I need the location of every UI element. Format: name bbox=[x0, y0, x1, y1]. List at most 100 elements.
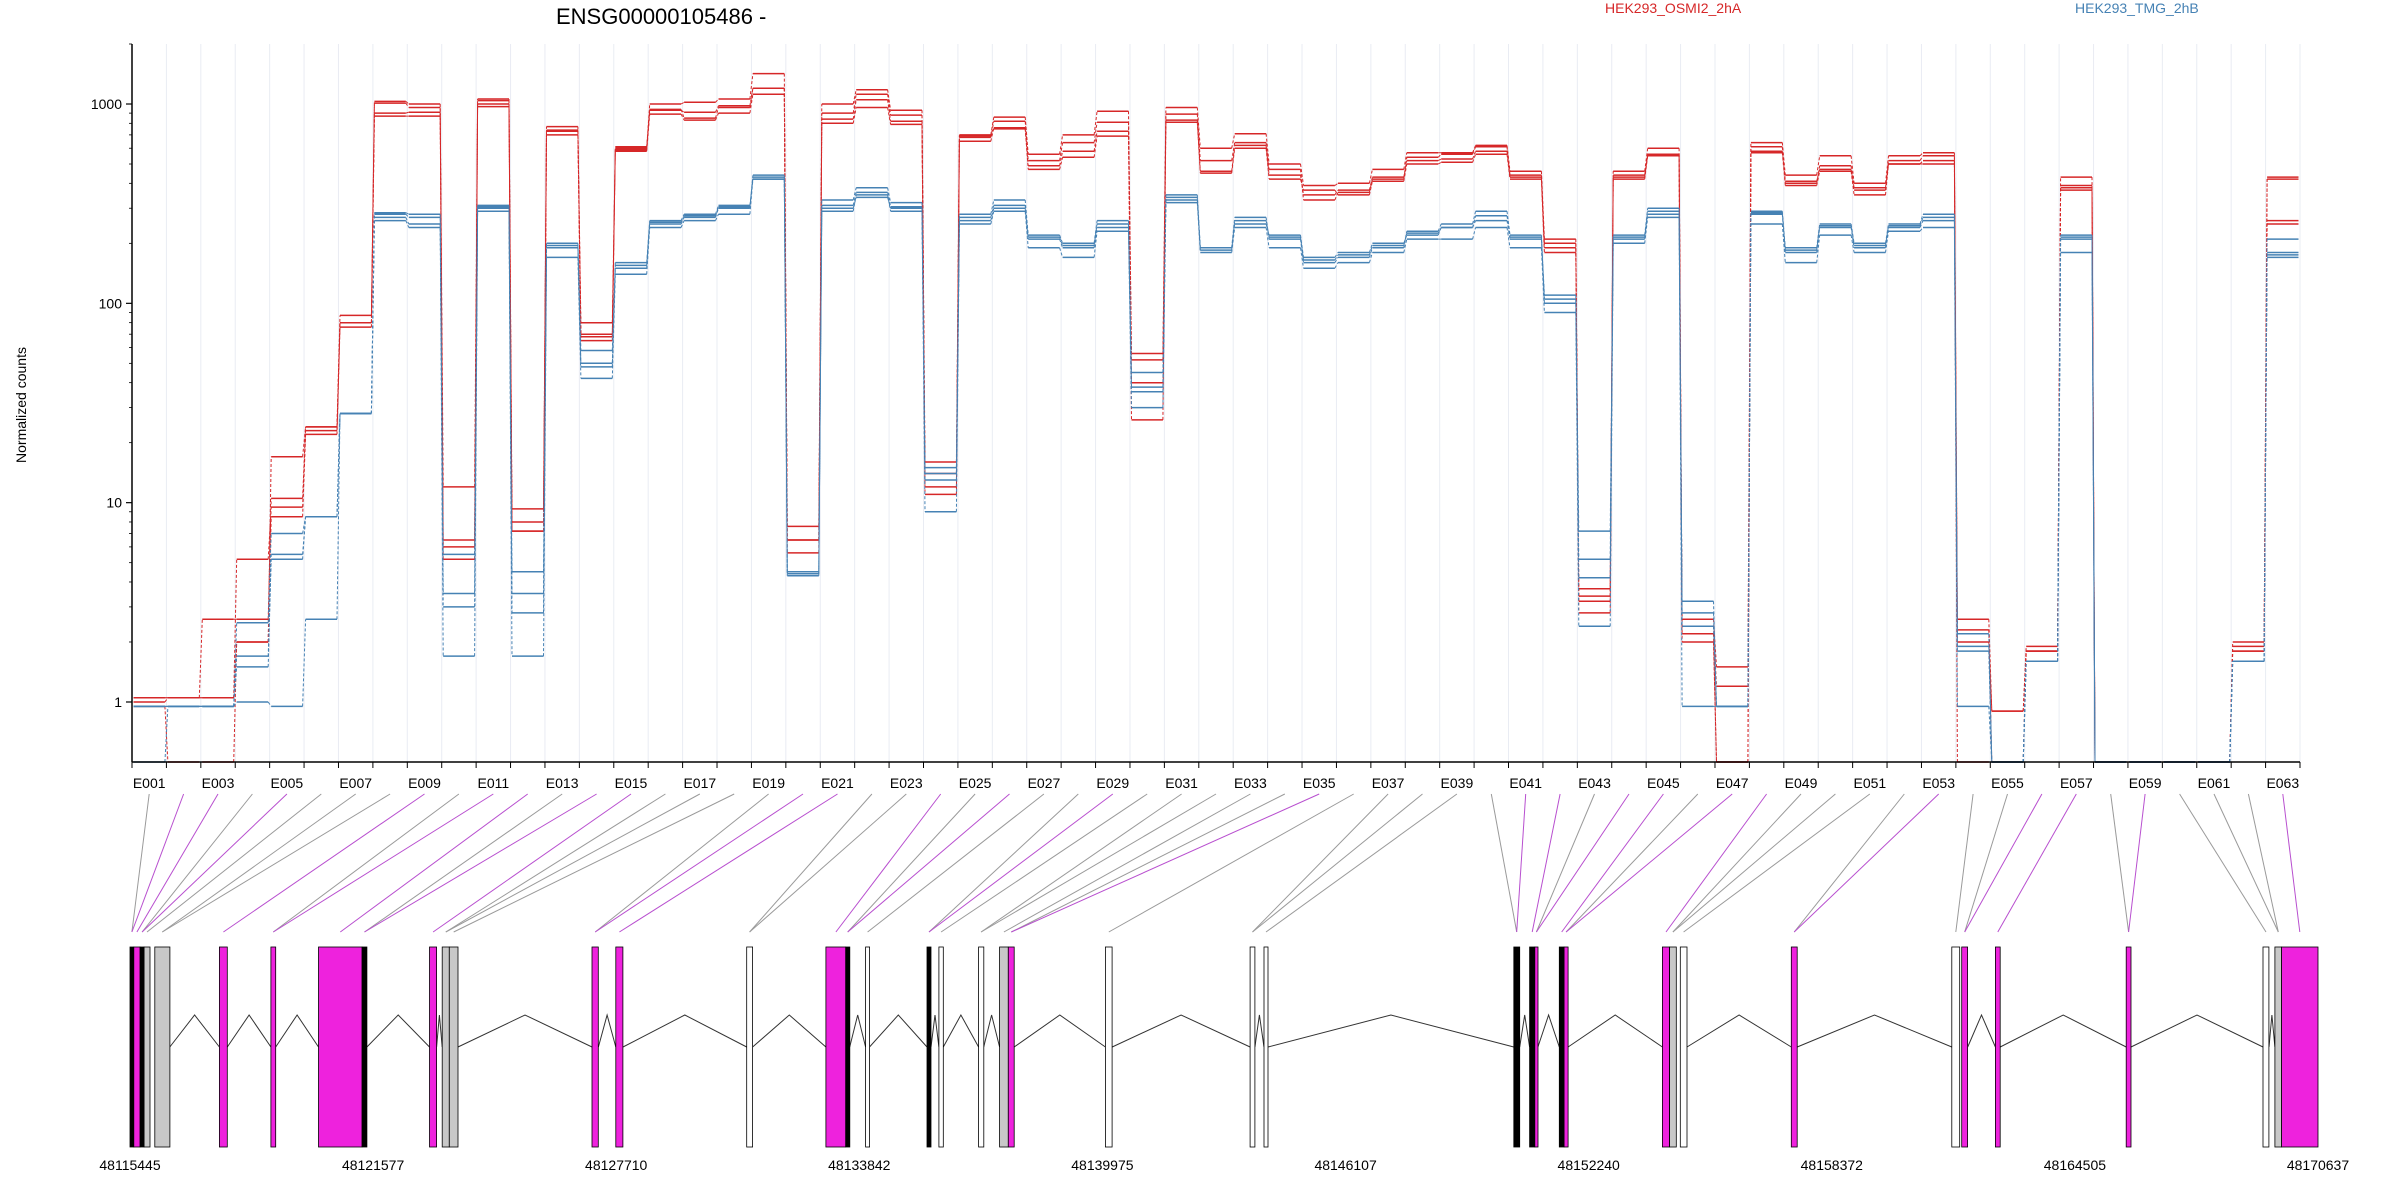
series-0-rep-1-connect bbox=[164, 73, 2268, 763]
series-0-rep-1-steps bbox=[133, 72, 2299, 763]
exon-connector bbox=[867, 793, 1045, 933]
intron-line bbox=[1967, 1013, 1996, 1048]
exon-connector bbox=[940, 793, 1148, 933]
exon-connector bbox=[619, 793, 838, 933]
exon-connector bbox=[223, 793, 425, 933]
intron-line bbox=[752, 1014, 827, 1048]
exon-label: E035 bbox=[1303, 775, 1336, 791]
series-layer bbox=[133, 72, 2299, 763]
exon-connector bbox=[1565, 793, 1699, 933]
exon-connector bbox=[1011, 793, 1320, 933]
exon-connector bbox=[1108, 793, 1354, 933]
coordinate-label: 48170637 bbox=[2287, 1157, 2350, 1173]
exon-label: E037 bbox=[1372, 775, 1405, 791]
exon-connector bbox=[1672, 793, 1836, 933]
intron-line bbox=[849, 1014, 867, 1048]
exon-connector bbox=[1252, 793, 1389, 933]
exon-label: E053 bbox=[1922, 775, 1955, 791]
exon-connector bbox=[847, 793, 976, 933]
exon-box bbox=[1007, 946, 1015, 1148]
exon-connector bbox=[141, 793, 288, 933]
exon-label: E001 bbox=[133, 775, 166, 791]
exon-box bbox=[429, 946, 437, 1148]
exon-connector bbox=[445, 793, 666, 933]
plot-axes bbox=[131, 44, 2301, 768]
y-ticks: 1 10 100 1000 bbox=[91, 43, 132, 710]
exon-box bbox=[865, 946, 870, 1148]
coordinate-label: 48121577 bbox=[342, 1157, 405, 1173]
exon-connectors bbox=[131, 793, 2301, 933]
exon-connector bbox=[1683, 793, 1871, 933]
series-1-rep-2-connect bbox=[164, 179, 2268, 763]
exon-connector bbox=[928, 793, 1079, 933]
exon-connector bbox=[1252, 793, 1423, 933]
exon-label: E011 bbox=[477, 775, 509, 791]
intron-line bbox=[457, 1014, 593, 1048]
exon-connector bbox=[273, 793, 494, 933]
exon-connector bbox=[1955, 793, 1974, 933]
grid-lines bbox=[131, 44, 2301, 762]
exon-connector bbox=[928, 793, 1114, 933]
coordinate-label: 48152240 bbox=[1558, 1157, 1621, 1173]
exon-box bbox=[218, 946, 228, 1148]
exon-box bbox=[999, 946, 1009, 1148]
exon-label: E059 bbox=[2129, 775, 2162, 791]
exon-box bbox=[1951, 946, 1961, 1148]
exon-label: E021 bbox=[821, 775, 854, 791]
series-1-rep-3-connect bbox=[164, 177, 2268, 763]
exon-box bbox=[845, 946, 851, 1148]
exon-box bbox=[1669, 946, 1677, 1148]
exon-connector bbox=[2247, 793, 2279, 933]
exon-connector bbox=[273, 793, 460, 933]
exon-label: E031 bbox=[1165, 775, 1198, 791]
exon-box bbox=[1679, 946, 1688, 1148]
exon-connector bbox=[1265, 793, 1458, 933]
coordinate-label: 48164505 bbox=[2044, 1157, 2107, 1173]
exon-connector bbox=[1561, 793, 1664, 933]
exon-box bbox=[154, 946, 171, 1148]
legend-osmi2: HEK293_OSMI2_2hA bbox=[1605, 0, 1742, 16]
exon-connector bbox=[749, 793, 907, 933]
exon-box bbox=[1249, 946, 1256, 1148]
exon-box bbox=[2274, 946, 2282, 1148]
exon-box bbox=[1263, 946, 1269, 1148]
exon-box bbox=[448, 946, 459, 1148]
exon-box bbox=[1513, 946, 1521, 1148]
coordinate-label: 48158372 bbox=[1801, 1157, 1864, 1173]
exon-label: E009 bbox=[408, 775, 441, 791]
exon-label: E033 bbox=[1234, 775, 1267, 791]
series-1-rep-0-steps bbox=[133, 178, 2299, 763]
exon-label: E003 bbox=[202, 775, 235, 791]
intron-line bbox=[1797, 1014, 1952, 1048]
exon-box bbox=[139, 946, 145, 1148]
exon-box bbox=[318, 946, 363, 1148]
y-tick-label: 1 bbox=[114, 694, 122, 710]
exon-connector bbox=[131, 793, 185, 933]
exon-label: E039 bbox=[1441, 775, 1474, 791]
series-0-rep-3-steps bbox=[133, 87, 2299, 763]
y-tick-label: 100 bbox=[99, 295, 123, 311]
exon-label: E043 bbox=[1578, 775, 1611, 791]
exon-label: E057 bbox=[2060, 775, 2093, 791]
intron-line bbox=[1267, 1014, 1514, 1048]
exon-connector bbox=[146, 793, 322, 933]
chart-title: ENSG00000105486 - bbox=[556, 4, 766, 29]
exon-connector bbox=[1964, 793, 2008, 933]
exon-connector bbox=[847, 793, 1010, 933]
exon-box bbox=[2262, 946, 2270, 1148]
exon-connector bbox=[131, 793, 150, 933]
legend-tmg: HEK293_TMG_2hB bbox=[2075, 0, 2199, 16]
series-1-rep-1-connect bbox=[164, 175, 2268, 763]
exon-box bbox=[1558, 946, 1565, 1148]
series-0-rep-3-connect bbox=[164, 88, 2268, 763]
series-1-rep-1-steps bbox=[133, 174, 2299, 763]
y-tick-label: 10 bbox=[106, 495, 122, 511]
exon-connector bbox=[749, 793, 873, 933]
intron-line bbox=[869, 1014, 928, 1048]
intron-line bbox=[983, 1014, 1001, 1048]
exon-label: E051 bbox=[1853, 775, 1886, 791]
y-axis-label: Normalized counts bbox=[13, 347, 29, 463]
exon-label: E047 bbox=[1716, 775, 1749, 791]
exon-label: E023 bbox=[890, 775, 923, 791]
exon-label: E055 bbox=[1991, 775, 2024, 791]
